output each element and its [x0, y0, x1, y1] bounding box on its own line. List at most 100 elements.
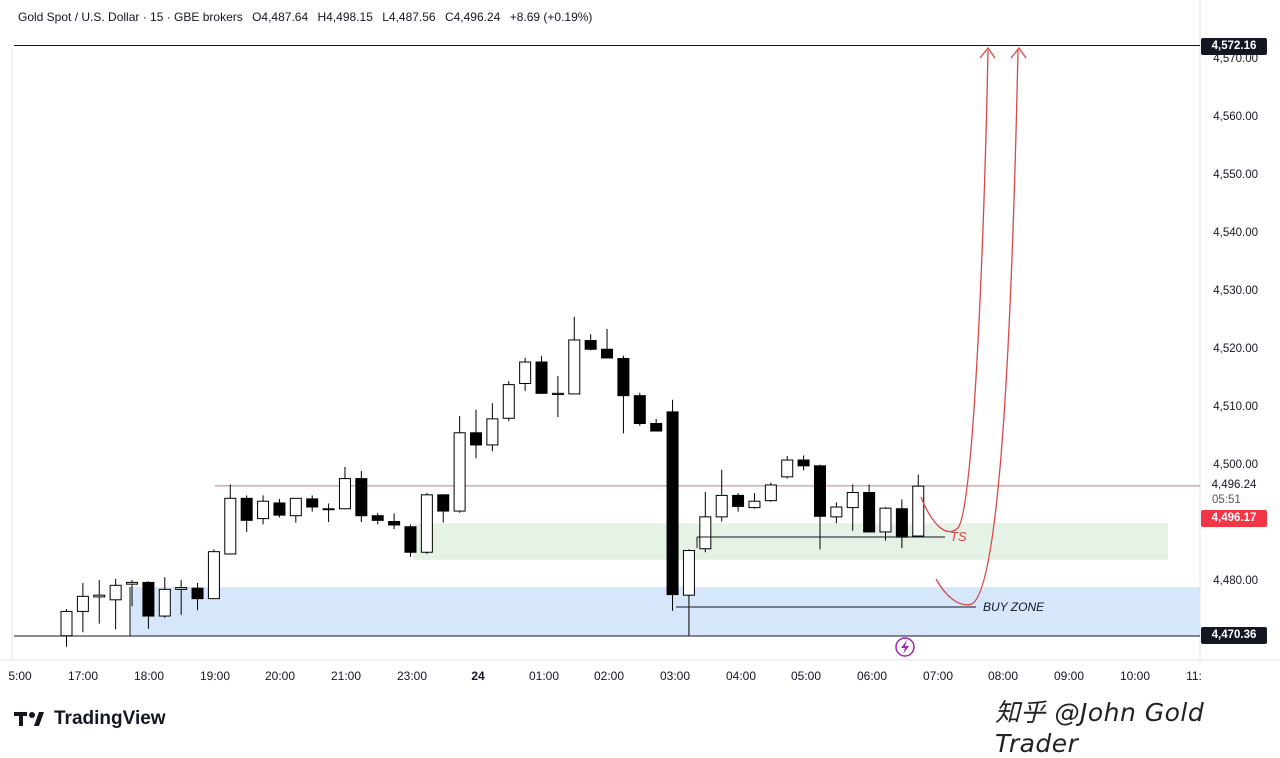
candle-body [306, 498, 319, 508]
x-tick-label: 23:00 [397, 669, 427, 683]
candle-body [813, 465, 826, 517]
y-tick-label: 4,540.00 [1213, 227, 1258, 239]
ohlc-low: L4,487.56 [382, 10, 436, 24]
x-tick-label: 06:00 [857, 669, 887, 683]
candle-body [388, 521, 401, 526]
candle-body [142, 581, 155, 617]
candle-body [732, 494, 745, 507]
candle-body [453, 432, 466, 512]
y-tick-label: 4,560.00 [1213, 111, 1258, 123]
candle-body [699, 516, 712, 550]
projection-arrow-ts [920, 49, 989, 533]
candle-body [584, 340, 597, 350]
tradingview-logo[interactable]: TradingView [14, 708, 166, 730]
candle-body [781, 459, 794, 478]
candle-body [76, 595, 89, 612]
candle-body [355, 478, 368, 517]
brand-name: TradingView [54, 708, 166, 729]
candle-body [404, 526, 417, 553]
candle-body [191, 587, 204, 600]
candle-body [109, 584, 122, 601]
candle-body [502, 384, 515, 419]
x-tick-label: 18:00 [134, 669, 164, 683]
y-tick-label: 4,510.00 [1213, 401, 1258, 413]
bid-price-tag: 4,496.17 [1201, 510, 1267, 527]
candle-body [240, 497, 253, 521]
x-tick-label: 11: [1186, 669, 1202, 683]
x-tick-label: 5:00 [8, 669, 32, 683]
candle-body [257, 500, 270, 520]
candle-body [846, 492, 859, 509]
candle-body [682, 550, 695, 596]
x-tick-label: 21:00 [331, 669, 361, 683]
candle-body [93, 594, 106, 598]
x-tick-label: 01:00 [529, 669, 559, 683]
x-tick-label: 19:00 [200, 669, 230, 683]
y-tick-label: 4,570.00 [1213, 53, 1258, 65]
x-tick-label: 24 [471, 669, 485, 683]
x-tick-label: 10:00 [1120, 669, 1150, 683]
candle-body [338, 478, 351, 510]
blue-zone [130, 587, 1200, 636]
y-tick-label: 4,530.00 [1213, 285, 1258, 297]
candle-body [764, 484, 777, 502]
candle-body [715, 494, 728, 518]
y-tick-label: 4,550.00 [1213, 169, 1258, 181]
x-tick-label: 20:00 [265, 669, 295, 683]
ohlc-high: H4,498.15 [317, 10, 373, 24]
candle-body [863, 492, 876, 533]
last-price-label: 4,496.24 [1211, 479, 1257, 491]
candle-body [912, 485, 925, 537]
candle-body [666, 411, 679, 596]
x-tick-label: 08:00 [988, 669, 1018, 683]
x-tick-label: 09:00 [1054, 669, 1084, 683]
candle-body [519, 361, 532, 384]
candle-body [437, 494, 450, 512]
candle-body [830, 506, 843, 518]
candle-body [207, 551, 220, 600]
candle-body [486, 418, 499, 446]
candle-body [535, 361, 548, 394]
candle-body [470, 432, 482, 446]
candle-body [748, 500, 761, 509]
ohlc-close: C4,496.24 [444, 10, 501, 24]
x-tick-label: 04:00 [726, 669, 756, 683]
x-tick-label: 17:00 [68, 669, 98, 683]
candle-body [289, 497, 302, 517]
author-watermark: 知乎 @John Gold Trader [995, 698, 1205, 758]
candle-body [126, 581, 139, 585]
bar-countdown: 05:51 [1212, 494, 1241, 506]
symbol-name[interactable]: Gold Spot / U.S. Dollar · 15 · GBE broke… [18, 10, 243, 24]
ohlc-change: +8.69 (+0.19%) [509, 10, 593, 24]
candle-body [895, 508, 908, 538]
x-tick-label: 05:00 [791, 669, 821, 683]
projection-arrowhead-buy [1010, 46, 1027, 59]
symbol-header: Gold Spot / U.S. Dollar · 15 · GBE broke… [18, 10, 598, 24]
resistance-price-tag: 4,572.16 [1201, 38, 1267, 55]
candle-body [568, 339, 581, 395]
x-tick-label: 07:00 [923, 669, 953, 683]
ts-label: TS [950, 529, 967, 544]
candle-body [60, 610, 73, 637]
projection-arrowhead-ts [979, 46, 996, 59]
y-tick-label: 4,520.00 [1213, 343, 1258, 355]
ohlc-open: O4,487.64 [252, 10, 309, 24]
candle-body [273, 502, 286, 516]
candle-body [650, 422, 663, 432]
candle-body [371, 515, 384, 521]
tradingview-logo-icon [14, 712, 44, 726]
x-tick-label: 03:00 [660, 669, 690, 683]
candle-body [158, 588, 171, 617]
x-tick-label: 02:00 [594, 669, 624, 683]
candle-body [420, 494, 433, 553]
projection-arrow-buy [935, 49, 1019, 606]
y-tick-label: 4,500.00 [1213, 459, 1258, 471]
support-price-tag: 4,470.36 [1201, 627, 1267, 644]
candle-body [175, 587, 188, 590]
candle-body [879, 507, 892, 533]
y-tick-label: 4,480.00 [1213, 575, 1258, 587]
candle-body [224, 497, 237, 555]
lightning-bolt [901, 640, 909, 654]
candle-body [797, 459, 810, 467]
